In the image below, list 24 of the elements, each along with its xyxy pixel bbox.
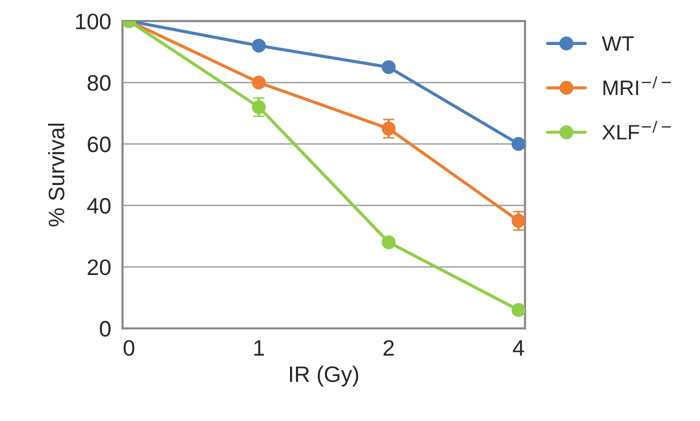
- point: [252, 76, 266, 90]
- point: [512, 137, 525, 151]
- point: [382, 122, 396, 136]
- point: [382, 235, 396, 250]
- legend-label: WT: [602, 36, 634, 51]
- x-tick-label: 1: [254, 340, 264, 356]
- x-tick-label: 0: [124, 340, 134, 356]
- y-tick-label: 80: [88, 75, 111, 91]
- y-tick-label: 0: [100, 320, 111, 337]
- y-tick-label: 40: [87, 198, 111, 214]
- y-tick-label: 100: [76, 14, 111, 30]
- point: [382, 60, 396, 74]
- point: [252, 100, 266, 114]
- point: [512, 302, 525, 317]
- legend-label: MRI$^{−/−}$: [604, 76, 671, 96]
- y-tick-label: 20: [88, 259, 111, 276]
- x-tick-label: 4: [512, 340, 524, 356]
- x-axis-title: IR (Gy): [290, 366, 358, 386]
- y-axis-title: % Survival: [48, 124, 64, 226]
- y-tick-label: 60: [88, 136, 111, 152]
- point: [512, 214, 525, 228]
- point: [252, 38, 266, 53]
- legend-label: XLF$^{−/−}$: [602, 120, 671, 140]
- x-tick-label: 2: [384, 340, 394, 356]
